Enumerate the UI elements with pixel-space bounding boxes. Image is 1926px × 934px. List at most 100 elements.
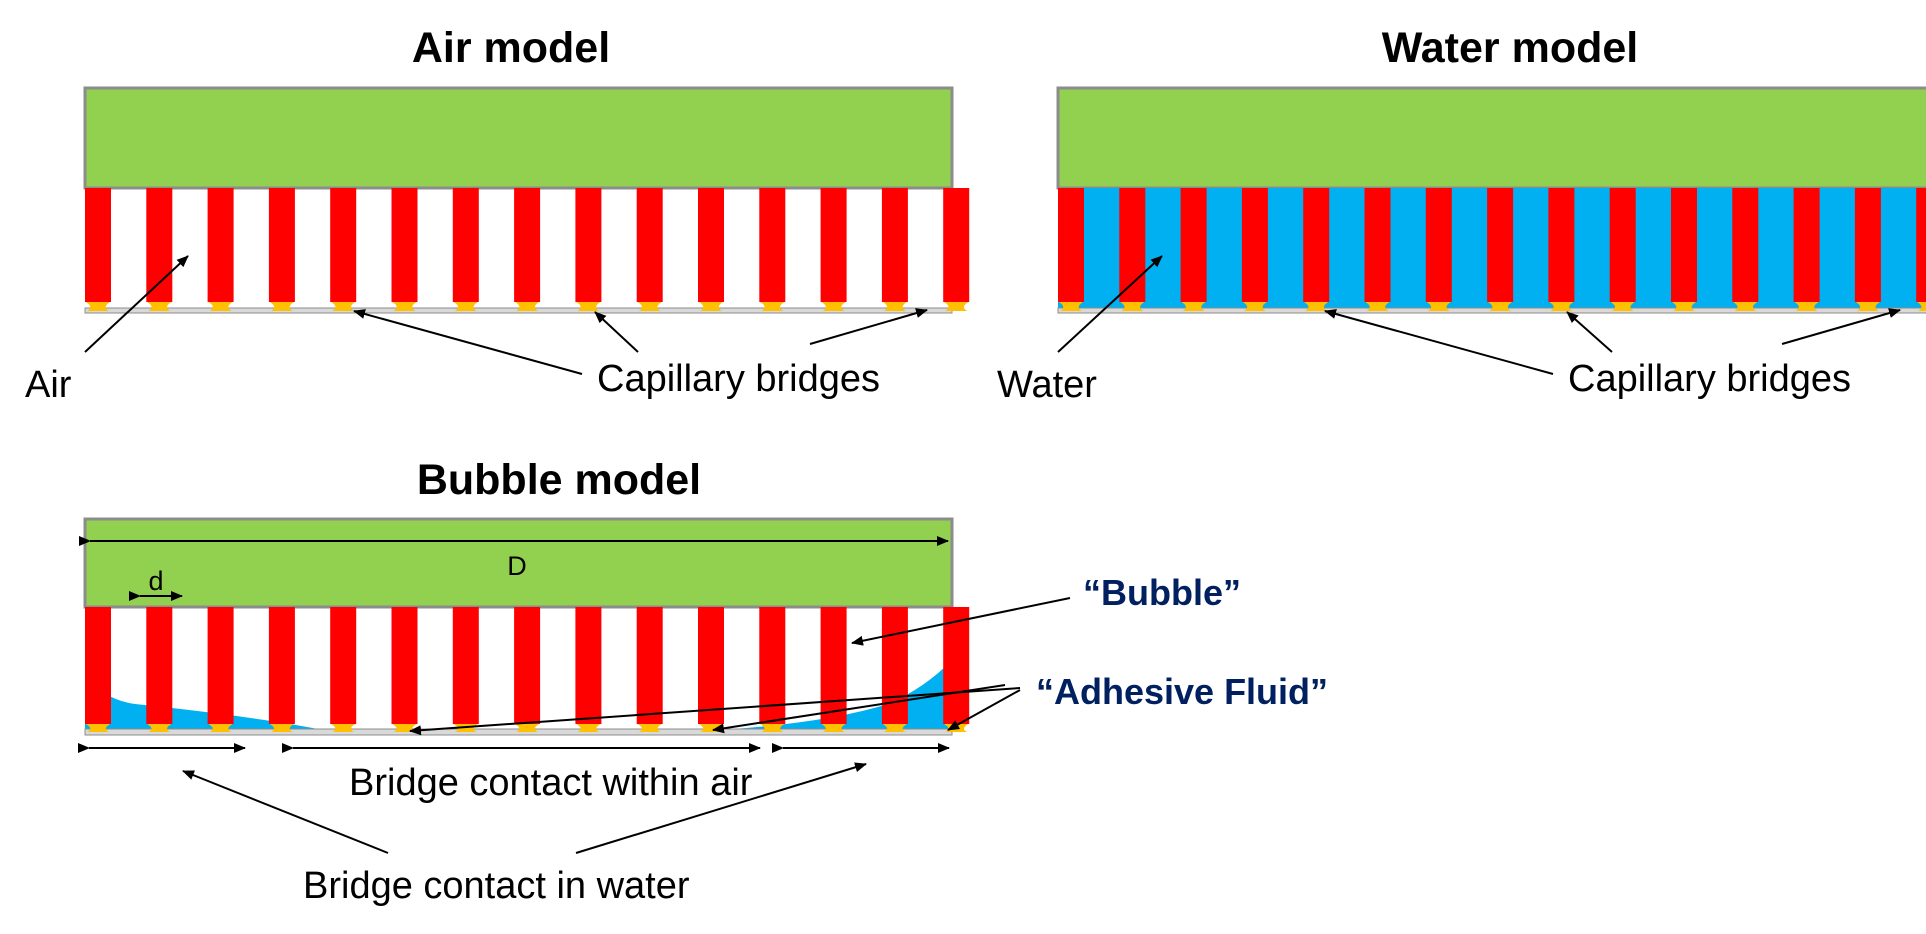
pillar: [330, 188, 357, 302]
capillary-bridge: [699, 724, 723, 732]
capillary-bridge: [86, 302, 110, 311]
water-bridge-arrow-3: [1781, 308, 1901, 345]
capillary-bridge: [1181, 302, 1206, 311]
capillary-bridge: [515, 724, 540, 732]
air-bridge-arrow-1: [353, 309, 583, 375]
capillary-bridge: [1488, 302, 1513, 311]
pillar: [1671, 188, 1697, 302]
pillar: [514, 607, 541, 724]
fluid-pointer-arrow-3: [947, 689, 1021, 731]
air-medium-label: Air: [25, 364, 72, 406]
capillary-bridge: [1794, 302, 1819, 311]
capillary-bridge: [1855, 302, 1880, 311]
bubble-label: “Bubble”: [1083, 572, 1241, 613]
pillar: [881, 607, 908, 724]
pillar: [1303, 188, 1330, 302]
air-bridge-arrow-3: [809, 308, 928, 345]
air-model-title: Air model: [412, 24, 610, 72]
capillary-bridge: [86, 724, 110, 732]
capillary-bridge: [392, 302, 417, 311]
capillary-bridge: [699, 302, 723, 311]
pillar: [330, 607, 357, 724]
air-pointer-arrow: [84, 255, 189, 353]
air-top-plate: [83, 86, 954, 190]
capillary-bridge: [1059, 302, 1083, 311]
bubble-left-water: [85, 676, 318, 729]
capillary-bridge: [147, 724, 172, 732]
capillary-bridge: [453, 302, 478, 311]
capillary-bridge: [1610, 302, 1635, 311]
water-model-panel: Water model Water Capillary bridges: [997, 24, 1926, 406]
capillary-bridge: [821, 724, 846, 732]
water-bridge-arrow-2: [1566, 311, 1613, 353]
pillar: [1364, 188, 1391, 302]
pillar: [1058, 188, 1084, 302]
pillar: [1241, 188, 1268, 302]
pillar: [146, 188, 173, 302]
air-pillar-array: [85, 188, 970, 311]
pillar: [514, 188, 541, 302]
capillary-bridge: [1365, 302, 1390, 311]
capillary-bridge: [208, 302, 233, 311]
dimension-d-label: d: [148, 566, 163, 596]
capillary-bridge: [1672, 302, 1696, 311]
pillar: [943, 188, 970, 302]
pillar: [207, 607, 234, 724]
pillar: [820, 607, 847, 724]
pillar: [636, 607, 663, 724]
capillary-bridge: [1242, 302, 1267, 311]
pillar: [1180, 188, 1207, 302]
capillary-bridge: [637, 302, 662, 311]
air-contact-label: Bridge contact within air: [349, 762, 753, 804]
capillary-bridge: [208, 724, 233, 732]
capillary-bridge: [1120, 302, 1145, 311]
pillar: [1916, 188, 1926, 302]
pillar: [85, 188, 111, 302]
capillary-bridge: [269, 302, 294, 311]
pillar: [207, 188, 234, 302]
pillar: [575, 607, 602, 724]
pillar: [452, 607, 479, 724]
water-bridges-label: Capillary bridges: [1568, 358, 1851, 400]
water-contact-pointer-left: [182, 770, 389, 854]
pillar: [1609, 188, 1636, 302]
capillary-bridge: [576, 724, 601, 732]
capillary-bridge: [147, 302, 172, 311]
pillar: [759, 188, 786, 302]
capillary-bridge: [1549, 302, 1574, 311]
water-contact-pointer-right: [575, 762, 867, 854]
air-bridges-label: Capillary bridges: [597, 358, 880, 400]
pillar: [391, 188, 418, 302]
capillary-bridge: [331, 302, 356, 311]
capillary-bridge: [1426, 302, 1451, 311]
capillary-bridge: [1733, 302, 1758, 311]
pillar: [1119, 188, 1146, 302]
pillar: [391, 607, 418, 724]
capillary-bridge: [944, 302, 969, 311]
pillar: [636, 188, 663, 302]
water-top-plate: [1056, 86, 1926, 190]
pillar: [1425, 188, 1452, 302]
air-model-panel: Air model Air Capillary bridges: [25, 24, 970, 406]
capillary-bridge: [760, 724, 785, 732]
water-pillar-array: [1058, 188, 1926, 311]
pillar: [1793, 188, 1820, 302]
bubble-model-title: Bubble model: [417, 456, 701, 504]
water-model-title: Water model: [1382, 24, 1638, 72]
pillar: [881, 188, 908, 302]
dimension-D-label: D: [507, 551, 527, 581]
pillar: [1487, 188, 1514, 302]
pillar: [85, 607, 111, 724]
capillary-bridge: [821, 302, 846, 311]
water-contact-label: Bridge contact in water: [303, 865, 690, 907]
pillar: [452, 188, 479, 302]
pillar: [820, 188, 847, 302]
pillar: [575, 188, 602, 302]
pillar: [268, 188, 295, 302]
pillar: [1854, 188, 1881, 302]
air-bridge-arrow-2: [594, 311, 639, 353]
pillar: [698, 188, 724, 302]
pillar: [1732, 188, 1759, 302]
capillary-bridge: [269, 724, 294, 732]
